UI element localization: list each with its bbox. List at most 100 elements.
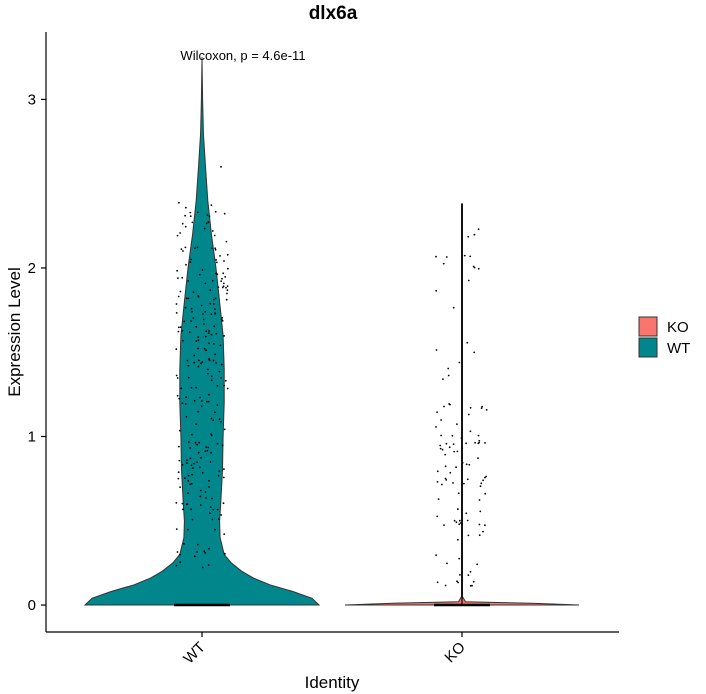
point-wt: [216, 273, 219, 276]
point-wt: [209, 461, 212, 463]
point-wt: [205, 400, 208, 403]
point-ko: [469, 406, 472, 409]
point-wt: [177, 326, 180, 329]
point-ko: [461, 461, 464, 464]
point-wt: [191, 467, 194, 469]
point-wt: [177, 471, 180, 474]
point-ko: [469, 430, 472, 433]
point-wt: [207, 372, 209, 375]
point-wt: [221, 316, 224, 319]
point-wt: [189, 261, 192, 263]
point-wt: [181, 222, 184, 225]
point-wt: [215, 362, 218, 364]
point-ko: [476, 563, 479, 566]
point-ko: [453, 450, 456, 453]
point-wt: [216, 404, 219, 406]
point-ko: [441, 483, 443, 486]
point-wt: [218, 370, 221, 373]
point-ko: [456, 580, 458, 583]
point-ko: [472, 580, 475, 583]
point-wt: [214, 353, 217, 356]
point-wt: [195, 340, 198, 342]
point-wt: [214, 297, 217, 300]
point-ko: [442, 262, 445, 265]
point-wt: [217, 286, 220, 288]
point-wt: [193, 361, 196, 364]
point-wt: [222, 285, 225, 288]
point-wt: [179, 561, 182, 564]
point-wt: [201, 472, 204, 474]
point-ko: [458, 523, 461, 526]
point-wt: [227, 267, 229, 270]
point-ko: [448, 446, 451, 449]
point-ko: [455, 466, 457, 469]
point-wt: [189, 457, 192, 460]
point-ko: [484, 492, 487, 495]
point-wt: [181, 276, 184, 279]
point-wt: [193, 354, 196, 357]
point-wt: [215, 259, 218, 261]
point-wt: [204, 491, 207, 493]
point-wt: [191, 310, 193, 313]
point-ko: [473, 233, 476, 236]
point-wt: [189, 447, 192, 449]
point-ko: [444, 465, 447, 468]
point-wt: [214, 308, 216, 310]
point-wt: [219, 255, 221, 257]
point-ko: [479, 485, 482, 488]
point-wt: [225, 286, 227, 289]
point-ko: [452, 482, 454, 484]
point-wt: [181, 502, 184, 505]
point-wt: [212, 303, 215, 305]
point-wt: [213, 325, 216, 328]
point-wt: [215, 272, 217, 275]
point-wt: [186, 459, 188, 462]
point-wt: [200, 400, 203, 402]
point-wt: [181, 463, 184, 466]
point-wt: [210, 417, 213, 420]
point-ko: [467, 235, 470, 238]
point-wt: [187, 280, 190, 282]
point-ko: [457, 538, 459, 541]
point-wt: [206, 214, 209, 217]
point-wt: [225, 240, 228, 243]
point-ko: [452, 443, 455, 445]
point-wt: [177, 330, 180, 333]
point-ko: [445, 479, 448, 481]
point-wt: [175, 312, 178, 314]
point-ko: [467, 279, 470, 282]
point-ko: [461, 447, 464, 449]
point-ko: [443, 405, 445, 408]
point-wt: [179, 232, 182, 234]
point-wt: [201, 361, 204, 363]
point-wt: [199, 489, 202, 492]
point-ko: [485, 475, 487, 478]
point-wt: [214, 247, 217, 250]
point-wt: [175, 348, 178, 351]
point-ko: [436, 411, 438, 413]
x-axis-label: Identity: [305, 673, 360, 692]
point-wt: [201, 269, 204, 271]
point-wt: [177, 295, 180, 298]
legend-key-ko: [638, 316, 658, 337]
point-wt: [214, 248, 217, 251]
point-wt: [183, 320, 186, 323]
point-wt: [210, 379, 213, 382]
point-wt: [213, 234, 216, 237]
point-ko: [474, 441, 476, 444]
point-wt: [207, 221, 210, 224]
point-wt: [178, 397, 181, 400]
point-wt: [190, 464, 193, 467]
x-tick-label: WT: [180, 639, 209, 668]
point-wt: [220, 165, 222, 168]
point-wt: [187, 376, 190, 379]
point-wt: [216, 261, 218, 264]
point-wt: [211, 279, 214, 282]
point-wt: [196, 551, 199, 553]
point-wt: [176, 234, 179, 237]
point-wt: [186, 462, 188, 464]
point-wt: [208, 479, 210, 482]
point-wt: [210, 375, 213, 378]
point-ko: [458, 361, 461, 364]
point-ko: [458, 557, 461, 560]
